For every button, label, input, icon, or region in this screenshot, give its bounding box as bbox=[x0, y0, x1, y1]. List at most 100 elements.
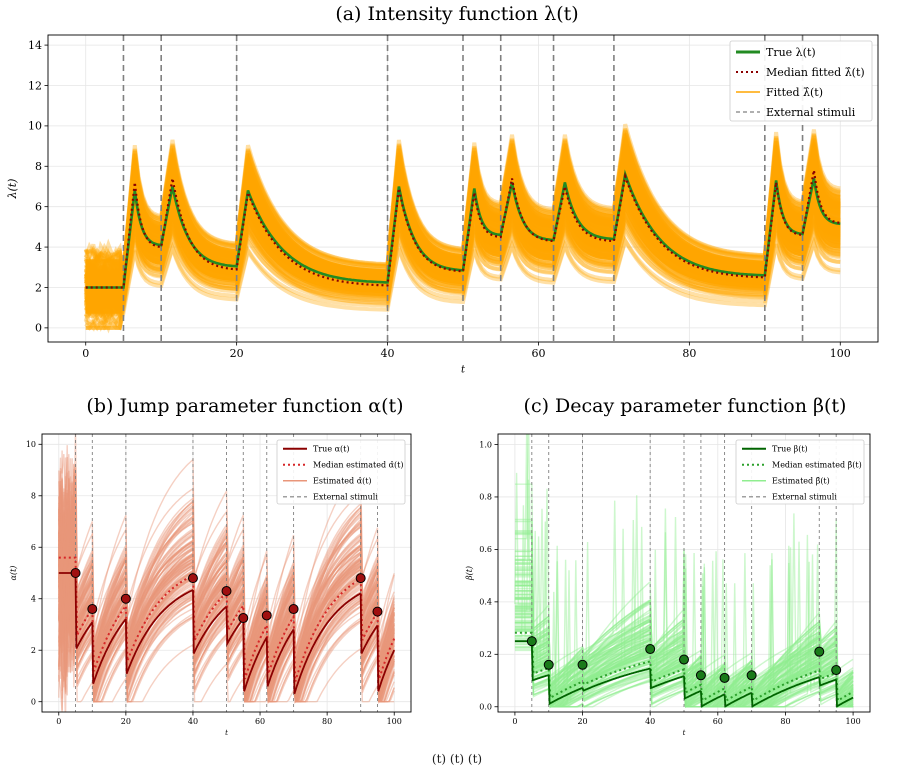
panel-b-title: (b) Jump parameter function α(t) bbox=[86, 395, 404, 417]
y-tick-label: 4 bbox=[31, 595, 36, 604]
y-tick-label: 12 bbox=[28, 79, 42, 92]
estimated-curve bbox=[514, 533, 854, 694]
true-series-segment bbox=[359, 593, 379, 654]
y-axis-label: β(t) bbox=[465, 566, 474, 581]
plot-area-a bbox=[83, 35, 841, 342]
true-series-segment bbox=[835, 679, 854, 708]
median-series-line bbox=[58, 556, 396, 682]
fitted-curve bbox=[83, 138, 841, 273]
estimated-curve bbox=[58, 516, 395, 705]
fitted-curve bbox=[85, 235, 841, 330]
x-tick-label: 100 bbox=[845, 717, 860, 726]
y-tick-label: 14 bbox=[28, 39, 42, 52]
data-marker bbox=[577, 659, 588, 670]
x-tick-label: 0 bbox=[512, 717, 517, 726]
estimated-curve bbox=[58, 464, 395, 683]
true-series-segment bbox=[649, 668, 685, 690]
x-axis-label: t bbox=[683, 729, 686, 737]
y-tick-label: 10 bbox=[26, 440, 36, 449]
estimated-curve bbox=[514, 434, 854, 695]
true-series-segment bbox=[376, 625, 396, 692]
estimated-curve bbox=[514, 584, 854, 708]
estimated-curve bbox=[58, 485, 395, 669]
y-tick-label: 0 bbox=[31, 698, 36, 707]
true-series-segment bbox=[750, 676, 820, 708]
fitted-curve bbox=[85, 198, 841, 330]
legend-label: Estimated α̂(t) bbox=[313, 477, 372, 486]
estimated-curve bbox=[514, 574, 854, 702]
data-marker bbox=[221, 586, 232, 597]
x-tick-label: 60 bbox=[531, 347, 545, 360]
legend-label: Median estimated α̂(t) bbox=[313, 461, 404, 470]
x-tick-label: 0 bbox=[82, 347, 89, 360]
data-marker bbox=[187, 573, 198, 584]
y-tick-label: 10 bbox=[28, 120, 42, 133]
data-marker bbox=[372, 606, 383, 617]
true-series-segment bbox=[125, 589, 194, 674]
estimated-curve bbox=[514, 558, 854, 709]
fitted-curve bbox=[84, 129, 841, 281]
data-marker bbox=[645, 644, 656, 655]
figure-caption-fragment: (t) (t) (t) bbox=[431, 752, 483, 766]
estimated-curve bbox=[514, 572, 854, 708]
x-tick-label: 40 bbox=[381, 347, 395, 360]
estimated-curve bbox=[514, 597, 854, 684]
legend-label: Median estimated β̂(t) bbox=[772, 461, 862, 470]
true-series-segment bbox=[818, 677, 837, 687]
data-marker bbox=[831, 665, 842, 676]
true-series-segment bbox=[683, 676, 702, 700]
estimated-curve bbox=[58, 505, 395, 670]
data-marker bbox=[543, 659, 554, 670]
legend-box bbox=[735, 439, 865, 505]
estimated-curve bbox=[58, 523, 395, 680]
axes-frame bbox=[41, 433, 412, 713]
legend-label: External stimuli bbox=[766, 106, 856, 119]
estimated-curve bbox=[514, 598, 854, 709]
estimated-curve bbox=[58, 479, 395, 695]
true-series-segment bbox=[225, 606, 244, 647]
estimated-curve bbox=[58, 474, 395, 663]
fitted-curve bbox=[84, 211, 841, 332]
true-series-segment bbox=[530, 641, 550, 682]
x-axis-label: t bbox=[225, 729, 228, 737]
estimated-curve bbox=[58, 508, 395, 684]
data-marker bbox=[814, 646, 825, 657]
x-tick-label: 80 bbox=[322, 717, 332, 726]
estimated-curve bbox=[514, 508, 854, 672]
estimated-curve bbox=[514, 508, 854, 705]
data-marker bbox=[526, 636, 537, 647]
estimated-curve bbox=[514, 518, 854, 708]
estimated-curve bbox=[514, 563, 854, 709]
estimated-curve bbox=[514, 516, 854, 698]
x-tick-label: 40 bbox=[645, 717, 655, 726]
x-tick-label: 80 bbox=[780, 717, 790, 726]
estimated-curve bbox=[514, 597, 854, 684]
estimated-curve bbox=[514, 495, 854, 705]
x-tick-label: 100 bbox=[387, 717, 402, 726]
true-series-segment bbox=[91, 618, 127, 684]
estimated-curve bbox=[514, 583, 854, 708]
estimated-curve bbox=[58, 481, 395, 679]
estimated-curve bbox=[514, 581, 854, 706]
true-series-segment bbox=[547, 674, 583, 706]
x-tick-label: 20 bbox=[230, 347, 244, 360]
panel-c-title: (c) Decay parameter function β(t) bbox=[523, 395, 847, 417]
data-marker bbox=[355, 573, 366, 584]
estimated-curve bbox=[514, 532, 854, 709]
estimated-curve bbox=[514, 609, 854, 683]
estimated-curve bbox=[514, 532, 854, 695]
data-marker bbox=[70, 568, 81, 578]
y-tick-label: 4 bbox=[35, 241, 42, 254]
y-tick-label: 0 bbox=[35, 322, 42, 335]
data-marker bbox=[87, 604, 98, 615]
estimated-curve bbox=[514, 519, 854, 709]
legend-label: True λ(t) bbox=[766, 46, 816, 59]
estimated-curve bbox=[58, 458, 395, 681]
estimated-curve bbox=[58, 479, 395, 676]
x-tick-label: 100 bbox=[830, 347, 851, 360]
y-tick-label: 0.6 bbox=[479, 545, 492, 554]
panel-a: 0 20 40 60 80 100 0 2 4 6 8 10 12 14 t λ(t) True λ(t) Med… bbox=[6, 34, 879, 375]
estimated-curve bbox=[58, 511, 395, 677]
estimated-curve bbox=[514, 541, 854, 702]
estimated-curve bbox=[514, 590, 854, 708]
